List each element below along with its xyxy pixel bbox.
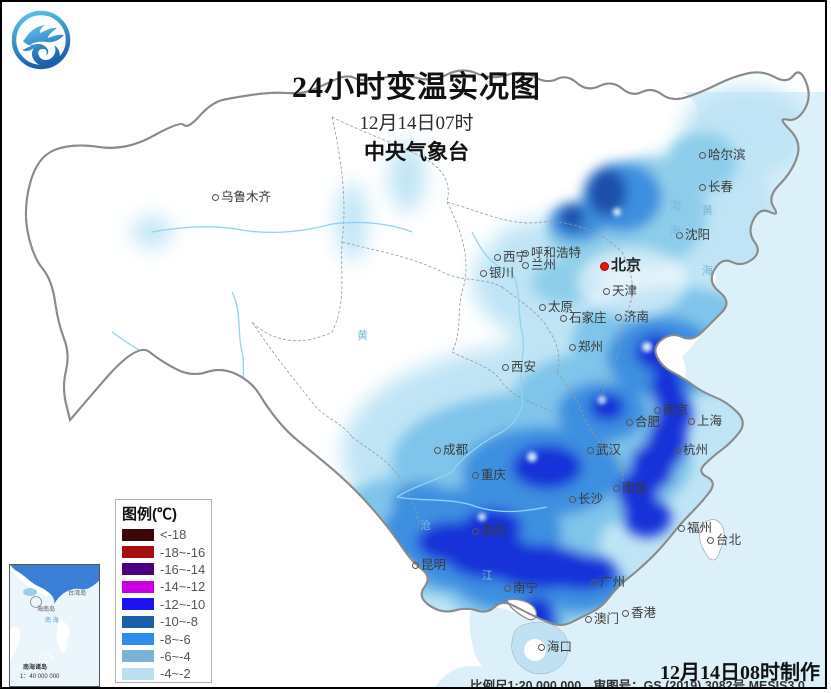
svg-text:南 海: 南 海 (45, 616, 59, 624)
svg-text:海南岛: 海南岛 (37, 605, 55, 613)
svg-text:台湾岛: 台湾岛 (68, 589, 86, 597)
svg-text:南海诸岛: 南海诸岛 (23, 663, 47, 671)
svg-text:1：40 000 000: 1：40 000 000 (20, 674, 60, 680)
